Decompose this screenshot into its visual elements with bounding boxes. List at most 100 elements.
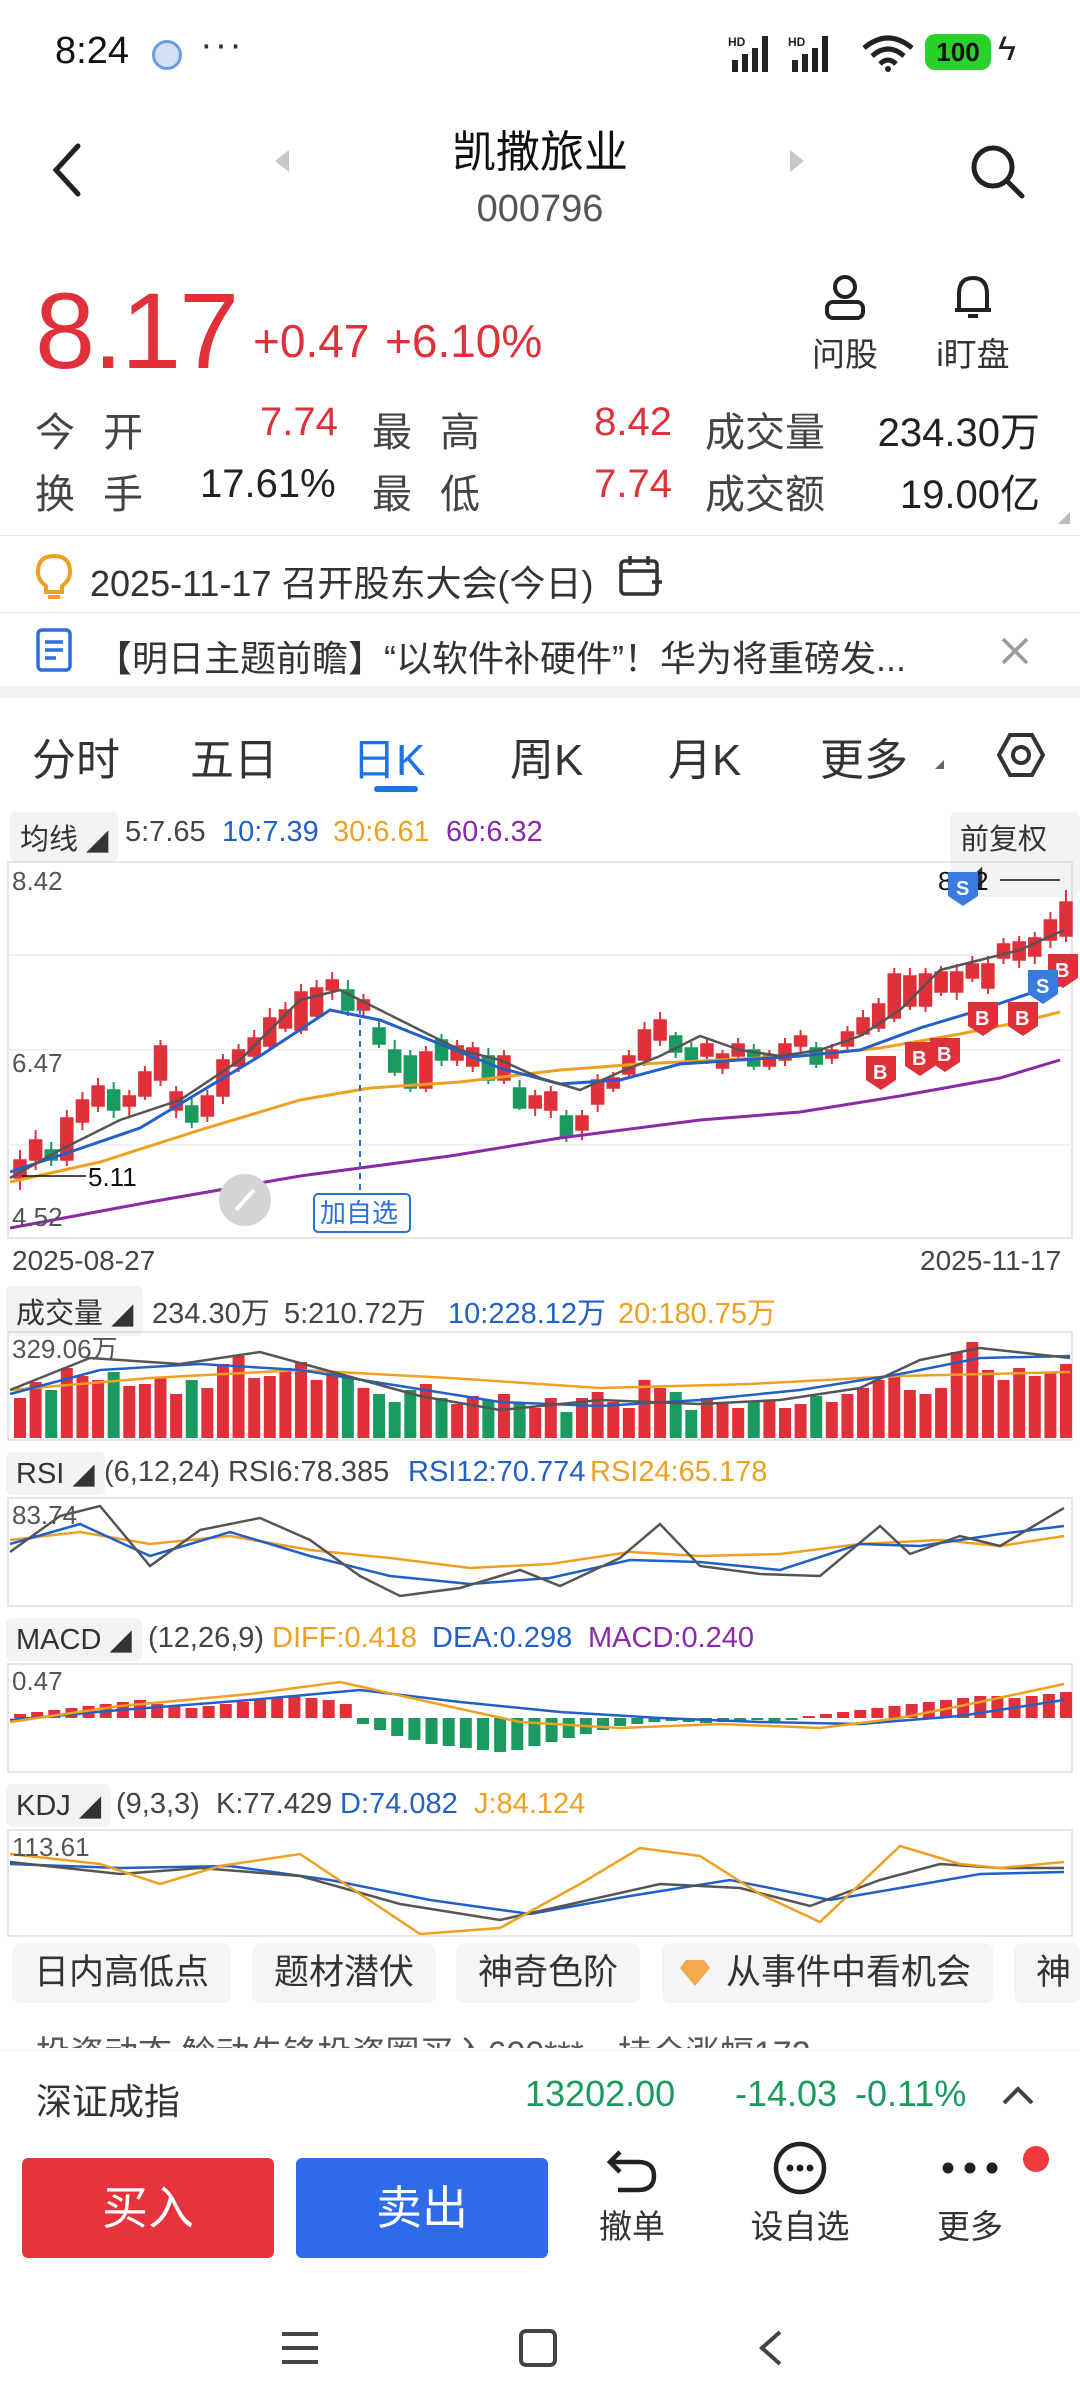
divider	[0, 535, 1080, 536]
macd-bar	[168, 1706, 181, 1718]
add-watch-tag[interactable]	[313, 1193, 411, 1233]
volume-bar	[123, 1386, 136, 1438]
tab-more[interactable]: 更多	[820, 736, 908, 785]
sell-button[interactable]: 卖出	[296, 2158, 548, 2258]
chevron-up-icon[interactable]	[1000, 2083, 1036, 2107]
event-text: 2025-11-17 召开股东大会(今日)	[90, 563, 594, 604]
candle	[153, 1045, 168, 1081]
chip-color-scale[interactable]: 神奇色阶	[456, 1943, 641, 2003]
document-icon	[36, 628, 72, 672]
watch-market-button[interactable]: i盯盘	[918, 272, 1028, 376]
volume-bar	[732, 1408, 745, 1438]
volume-bar	[810, 1396, 823, 1438]
nav-back-icon[interactable]	[756, 2328, 786, 2368]
index-value: 13202.00	[525, 2073, 676, 2114]
rsi-label: RSI	[16, 1458, 65, 1490]
candle	[91, 1085, 105, 1107]
buy-button[interactable]: 买入	[22, 2158, 274, 2258]
expand-corner-icon[interactable]	[1058, 512, 1070, 524]
settings-icon[interactable]	[996, 730, 1046, 780]
kdj-frame	[7, 1829, 1073, 1937]
stat-label-volume: 成交量	[705, 411, 825, 455]
chip-event-opportunity[interactable]: 从事件中看机会	[662, 1943, 994, 2003]
volume-bar	[76, 1376, 89, 1438]
volume-bar	[216, 1364, 229, 1438]
stock-name: 凯撒旅业	[452, 128, 628, 177]
kdj-chart: 113.61	[7, 1829, 1073, 1937]
tab-more-caret-icon	[935, 760, 944, 769]
kdj-k: K:77.429	[216, 1788, 333, 1820]
wifi-icon	[862, 35, 914, 72]
volume-bar	[919, 1394, 932, 1438]
stat-value-low: 7.74	[594, 462, 672, 506]
cancel-order-button[interactable]: 撤单	[572, 2140, 692, 2248]
news-row[interactable]: 【明日主题前瞻】“以软件补硬件”！华为将重磅发...	[0, 614, 1080, 686]
search-icon[interactable]	[968, 142, 1026, 200]
macd-bar	[288, 1696, 301, 1718]
volume-bar	[576, 1398, 589, 1438]
tab-weekly-k[interactable]: 周K	[510, 736, 584, 785]
macd-bar	[14, 1714, 26, 1718]
volume-bar	[138, 1384, 151, 1438]
candle	[28, 1139, 43, 1161]
event-row[interactable]: 2025-11-17 召开股东大会(今日)	[0, 540, 1080, 612]
date-end: 2025-11-17	[920, 1245, 1062, 1276]
signal-icon-2: HD	[788, 35, 828, 72]
chip-theme-lurk[interactable]: 题材潜伏	[252, 1943, 437, 2003]
buy-badge-label: B	[1015, 1008, 1029, 1030]
buy-badge	[866, 1056, 896, 1090]
signal-icon: HD	[728, 35, 768, 72]
sell-badge	[1028, 970, 1058, 1004]
kline-chart[interactable]: 8.42 6.47 4.52 8.42 5.11 加自选 B B B B B B…	[0, 860, 1080, 1240]
volume-selector[interactable]: 成交量 ◢	[6, 1286, 144, 1336]
buy-badge-label: B	[873, 1062, 887, 1084]
macd-bar	[442, 1718, 455, 1746]
diamond-icon	[680, 1960, 710, 1986]
home-icon[interactable]	[518, 2328, 558, 2368]
notification-dot	[1023, 2146, 1049, 2172]
signal-badges: B B B B B B S S	[866, 872, 1078, 1090]
kdj-y-top: 113.61	[12, 1832, 90, 1862]
dea-line	[9, 1688, 1065, 1726]
add-watch-button[interactable]: 设自选	[740, 2140, 860, 2248]
volume-bar	[60, 1368, 73, 1438]
sell-badge	[948, 872, 978, 906]
macd-bar	[854, 1710, 867, 1718]
ma-selector[interactable]: 均线 ◢	[10, 812, 119, 862]
macd-bar	[562, 1718, 575, 1738]
volume-bar	[435, 1398, 448, 1438]
next-stock-icon[interactable]	[790, 150, 804, 172]
buy-badge	[1008, 1002, 1038, 1036]
tab-monthly-k[interactable]: 月K	[668, 736, 742, 785]
status-more-icon: ···	[200, 24, 244, 66]
back-icon[interactable]	[48, 140, 88, 200]
buy-badge	[905, 1042, 935, 1076]
index-bar[interactable]: 深证成指 13202.00 -14.03 -0.11%	[0, 2050, 1080, 2138]
rsi12-value: RSI12:70.774	[408, 1456, 586, 1488]
chat-dots-icon	[773, 2141, 827, 2195]
stat-value-volume: 234.30万	[877, 411, 1040, 455]
calendar-add-icon[interactable]	[618, 554, 662, 598]
menu-icon[interactable]	[280, 2330, 320, 2366]
close-icon[interactable]	[1000, 636, 1030, 666]
stat-value-high: 8.42	[594, 400, 672, 444]
volume-label: 成交量	[16, 1298, 104, 1330]
macd-bar	[408, 1718, 421, 1740]
rsi-selector[interactable]: RSI ◢	[6, 1452, 105, 1495]
tab-daily-k[interactable]: 日K	[352, 736, 426, 785]
tab-intraday[interactable]: 分时	[32, 736, 120, 785]
price-change: +0.47	[253, 315, 370, 367]
ticker-strip[interactable]: 投资动态 鲶动先锋投资圈买入600***，持仓涨幅172	[8, 2022, 1072, 2048]
tab-five-day[interactable]: 五日	[190, 736, 278, 785]
prev-stock-icon[interactable]	[275, 150, 289, 172]
more-button[interactable]: 更多	[910, 2140, 1030, 2248]
volume-bar	[232, 1356, 245, 1438]
volume-value: 234.30万	[152, 1298, 270, 1330]
volume-bar	[654, 1388, 667, 1438]
kdj-selector[interactable]: KDJ ◢	[6, 1784, 112, 1827]
chip-more-partial[interactable]: 神	[1014, 1943, 1080, 2003]
macd-selector[interactable]: MACD ◢	[6, 1618, 142, 1661]
volume-bar	[310, 1380, 323, 1438]
chip-intraday-high-low[interactable]: 日内高低点	[12, 1943, 232, 2003]
ask-stock-button[interactable]: 问股	[790, 272, 900, 376]
